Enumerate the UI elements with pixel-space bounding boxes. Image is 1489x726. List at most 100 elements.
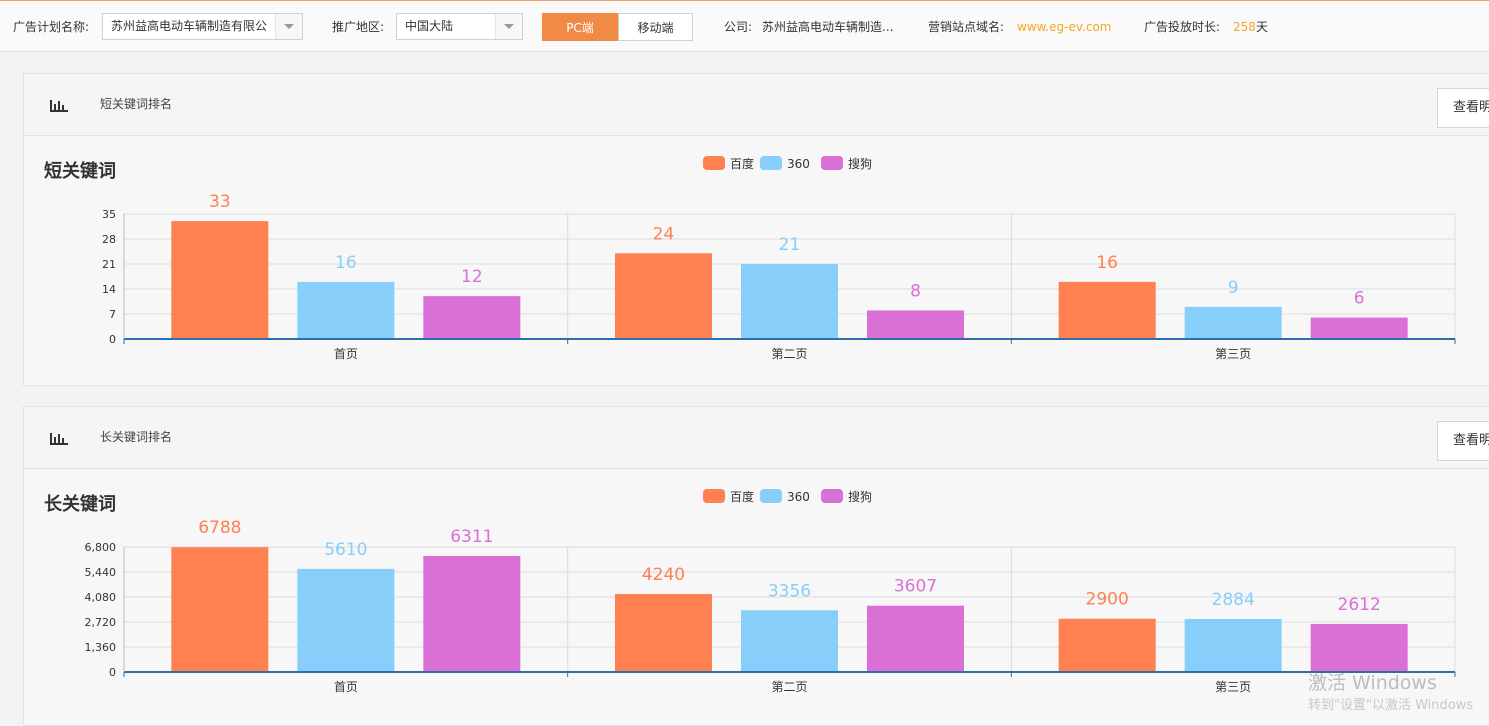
region-select[interactable]: 中国大陆 xyxy=(396,13,523,40)
bar-搜狗 xyxy=(423,555,521,672)
x-tick-label: 第二页 xyxy=(771,680,807,694)
region-select-value: 中国大陆 xyxy=(405,19,454,33)
data-label: 2900 xyxy=(1086,590,1129,610)
y-tick-label: 0 xyxy=(109,666,116,679)
y-tick-label: 0 xyxy=(109,333,116,346)
bar-360 xyxy=(1184,618,1282,672)
bar-360 xyxy=(297,281,395,339)
y-tick-label: 2,720 xyxy=(85,616,117,629)
data-label: 2884 xyxy=(1212,590,1255,610)
y-tick-label: 6,800 xyxy=(85,541,117,554)
bar-搜狗 xyxy=(867,605,964,672)
pc-toggle-button[interactable]: PC端 xyxy=(542,13,618,41)
domain-label: 营销站点域名: xyxy=(928,20,1005,34)
data-label: 21 xyxy=(779,235,801,255)
x-tick-label: 第三页 xyxy=(1215,680,1251,694)
bar-搜狗 xyxy=(867,310,964,339)
x-tick-label: 第三页 xyxy=(1215,347,1251,361)
long-keyword-chart: 0 1,360 2,720 4,080 5,440 6,800 6788 5610 6311 首页… xyxy=(85,489,1456,694)
y-tick-label: 28 xyxy=(102,233,116,246)
legend-label: 360 xyxy=(787,157,810,171)
y-tick-label: 5,440 xyxy=(85,566,117,579)
chart-title: 长关键词 xyxy=(44,494,116,515)
data-label: 6788 xyxy=(198,518,241,538)
legend-label: 搜狗 xyxy=(848,489,872,504)
bar-百度 xyxy=(1058,618,1156,672)
legend-swatch-搜狗 xyxy=(821,489,843,503)
data-label: 3356 xyxy=(768,581,811,601)
domain-value: www.eg-ev.com xyxy=(1017,20,1112,34)
long-keyword-panel: 长关键词排名 查看明 长关键词 0 1,360 2,720 4,080 5,440 6,8… xyxy=(23,406,1489,726)
filter-bar: 广告计划名称: 苏州益高电动车辆制造有限公 推广地区: 中国大陆 PC端 移动端… xyxy=(0,0,1489,52)
panel-title: 短关键词排名 xyxy=(100,97,173,111)
bar-百度 xyxy=(1058,281,1156,339)
chart-title: 短关键词 xyxy=(44,161,116,182)
data-label: 3607 xyxy=(894,577,937,597)
bar-百度 xyxy=(171,221,269,339)
legend-swatch-百度 xyxy=(703,156,725,170)
legend-label: 百度 xyxy=(730,156,754,171)
y-tick-label: 14 xyxy=(102,283,116,296)
mobile-toggle-button[interactable]: 移动端 xyxy=(618,13,693,41)
legend-label: 搜狗 xyxy=(848,156,872,171)
company-label: 公司: xyxy=(724,20,753,34)
x-tick-label: 第二页 xyxy=(771,347,807,361)
panel-header: 长关键词排名 查看明 xyxy=(24,407,1489,469)
data-label: 16 xyxy=(335,253,357,273)
short-keyword-chart: 0 7 14 21 28 35 33 16 12 首页 24 21 8 第二页 16 9 6 第三页 百度 360 搜狗 xyxy=(102,156,1456,361)
bar-百度 xyxy=(171,547,269,672)
bar-搜狗 xyxy=(1310,317,1408,339)
plan-select[interactable]: 苏州益高电动车辆制造有限公 xyxy=(102,13,303,40)
y-tick-label: 7 xyxy=(109,308,116,321)
duration-label: 广告投放时长: xyxy=(1144,20,1221,34)
y-tick-label: 35 xyxy=(102,208,116,221)
legend-label: 百度 xyxy=(730,489,754,504)
panel-title: 长关键词排名 xyxy=(100,430,173,444)
data-label: 9 xyxy=(1228,278,1239,298)
legend-swatch-360 xyxy=(760,156,782,170)
chevron-down-icon xyxy=(495,14,522,39)
legend-swatch-百度 xyxy=(703,489,725,503)
bar-百度 xyxy=(615,253,712,339)
data-label: 33 xyxy=(209,192,231,212)
view-details-button[interactable]: 查看明 xyxy=(1437,88,1489,128)
legend-swatch-360 xyxy=(760,489,782,503)
bar-360 xyxy=(741,610,838,672)
bar-百度 xyxy=(615,594,712,672)
data-label: 2612 xyxy=(1338,595,1381,615)
duration-value: 258 xyxy=(1233,20,1256,34)
bar-360 xyxy=(1184,306,1282,339)
y-tick-label: 1,360 xyxy=(85,641,117,654)
data-label: 6311 xyxy=(450,527,493,547)
data-label: 24 xyxy=(653,224,675,244)
x-tick-label: 首页 xyxy=(334,347,358,361)
company-value: 苏州益高电动车辆制造... xyxy=(762,20,894,34)
region-label: 推广地区: xyxy=(332,20,385,34)
y-tick-label: 4,080 xyxy=(85,591,117,604)
legend-swatch-搜狗 xyxy=(821,156,843,170)
plan-label: 广告计划名称: xyxy=(13,20,90,34)
data-label: 12 xyxy=(461,267,483,287)
bar-chart-icon xyxy=(50,433,68,445)
plan-select-value: 苏州益高电动车辆制造有限公 xyxy=(111,19,268,33)
bar-360 xyxy=(741,264,838,339)
legend-label: 360 xyxy=(787,490,810,504)
view-details-button[interactable]: 查看明 xyxy=(1437,421,1489,461)
bar-搜狗 xyxy=(423,296,521,339)
data-label: 5610 xyxy=(324,540,367,560)
x-tick-label: 首页 xyxy=(334,680,358,694)
bar-360 xyxy=(297,568,395,672)
y-tick-label: 21 xyxy=(102,258,116,271)
data-label: 8 xyxy=(910,281,921,301)
short-keyword-panel: 短关键词排名 查看明 短关键词 0 7 14 21 28 35 33 16 12 首页 24 21 8 第… xyxy=(23,73,1489,386)
windows-watermark-hint: 转到"设置"以激活 Windows xyxy=(1308,698,1474,713)
duration-unit: 天 xyxy=(1256,20,1269,34)
data-label: 4240 xyxy=(642,565,685,585)
data-label: 16 xyxy=(1096,253,1118,273)
bar-搜狗 xyxy=(1310,623,1408,672)
bar-chart-icon xyxy=(50,100,68,112)
windows-watermark: 激活 Windows xyxy=(1308,672,1437,694)
data-label: 6 xyxy=(1354,289,1365,309)
chevron-down-icon xyxy=(275,14,302,39)
panel-header: 短关键词排名 查看明 xyxy=(24,74,1489,136)
